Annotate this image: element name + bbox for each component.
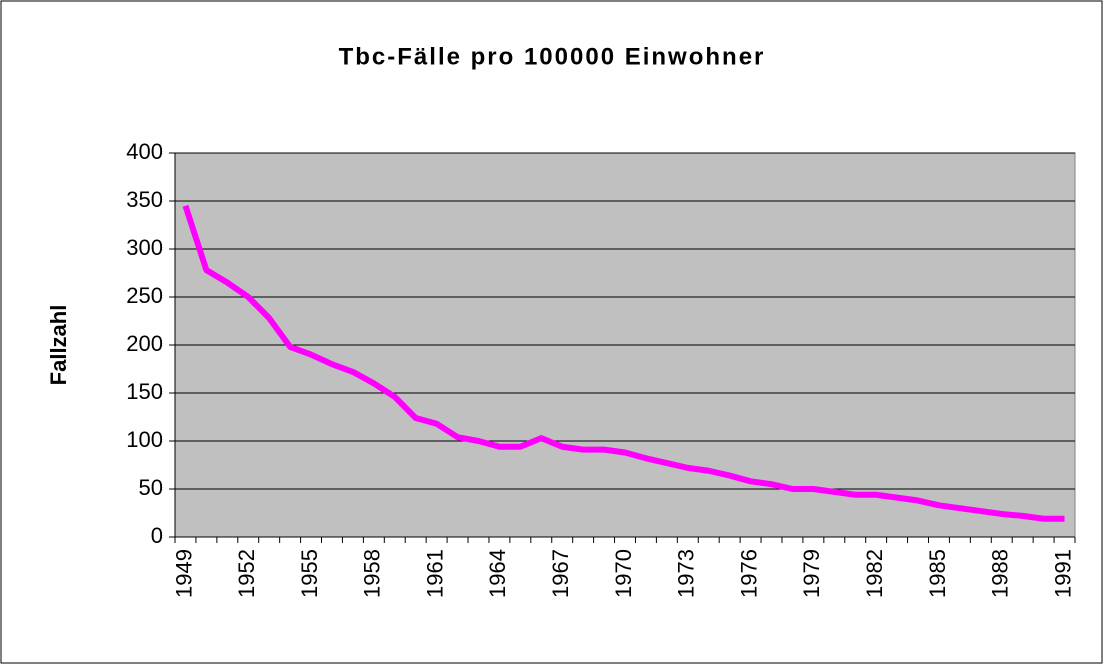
x-tick-label: 1949: [171, 549, 196, 598]
x-tick-label: 1970: [611, 549, 636, 598]
y-tick-label: 250: [126, 283, 163, 308]
y-tick-label: 350: [126, 187, 163, 212]
x-tick-label: 1982: [862, 549, 887, 598]
x-tick-label: 1979: [799, 549, 824, 598]
y-tick-label: 200: [126, 331, 163, 356]
x-tick-label: 1973: [674, 549, 699, 598]
x-tick-label: 1964: [485, 549, 510, 598]
data-line: [182, 204, 1065, 522]
x-tick-label: 1952: [234, 549, 259, 598]
x-tick-label: 1967: [548, 549, 573, 598]
y-axis-label: Fallzahl: [46, 305, 71, 386]
y-tick-label: 0: [151, 523, 163, 548]
chart-title: Tbc-Fälle pro 100000 Einwohner: [339, 43, 766, 70]
x-tick-label: 1955: [297, 549, 322, 598]
x-tick-label: 1985: [925, 549, 950, 598]
y-tick-label: 100: [126, 427, 163, 452]
x-tick-label: 1991: [1050, 549, 1075, 598]
x-tick-label: 1958: [360, 549, 385, 598]
x-tick-label: 1976: [736, 549, 761, 598]
y-tick-label: 300: [126, 235, 163, 260]
y-tick-label: 150: [126, 379, 163, 404]
y-tick-label: 400: [126, 139, 163, 164]
y-tick-label: 50: [139, 475, 163, 500]
x-tick-label: 1961: [422, 549, 447, 598]
x-tick-label: 1988: [988, 549, 1013, 598]
